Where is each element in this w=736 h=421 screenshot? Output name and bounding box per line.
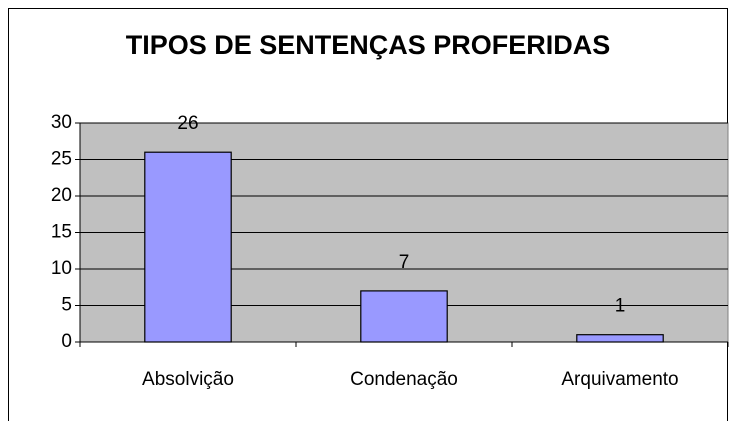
data-label: 7 <box>399 252 410 273</box>
y-tick-label: 5 <box>61 295 72 316</box>
y-tick-label: 10 <box>51 258 72 279</box>
bar <box>360 290 448 343</box>
x-tick-label: Absolvição <box>142 369 234 390</box>
bar <box>576 334 664 343</box>
x-tick-label: Arquivamento <box>561 369 678 390</box>
y-tick-label: 30 <box>51 112 72 133</box>
chart-title: TIPOS DE SENTENÇAS PROFERIDAS <box>126 30 611 60</box>
y-tick-label: 15 <box>51 222 72 243</box>
data-label: 1 <box>615 296 626 317</box>
x-tick-label: Condenação <box>350 369 458 390</box>
y-tick-label: 20 <box>51 185 72 206</box>
bar <box>144 151 232 343</box>
y-tick-label: 0 <box>61 331 72 352</box>
data-label: 26 <box>177 113 198 134</box>
y-tick-label: 25 <box>51 149 72 170</box>
